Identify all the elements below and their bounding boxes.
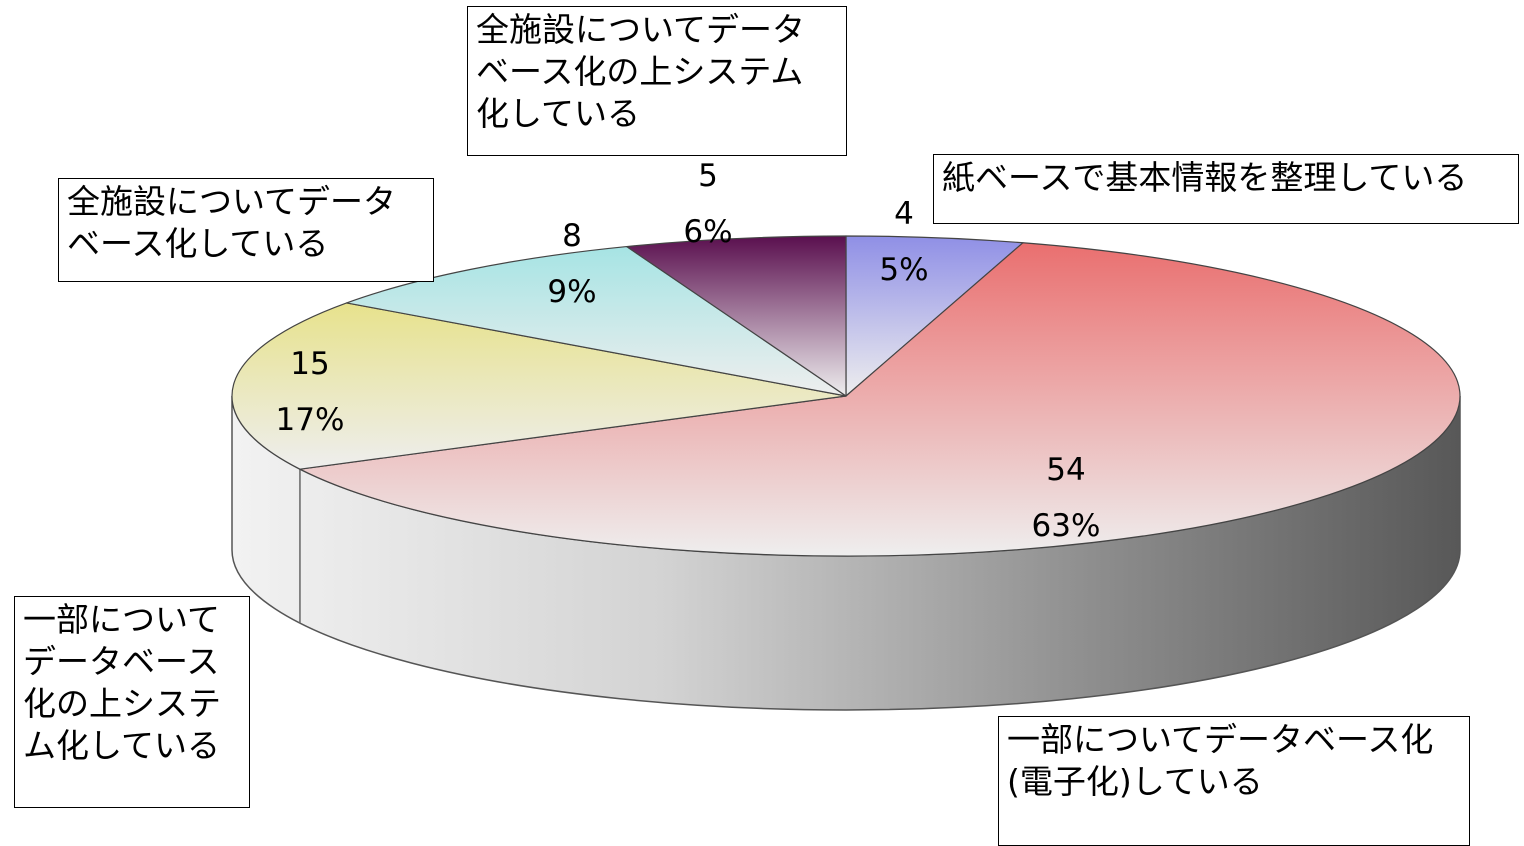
callout-all-database: 全施設についてデータ ベース化している <box>58 178 434 282</box>
slice-label-partial-database: 54 63% <box>1006 452 1126 544</box>
slice-percent-partial-database: 63% <box>1031 508 1101 544</box>
callout-all-system: 全施設についてデータ ベース化の上システム 化している <box>467 6 847 156</box>
callout-partial-system: 一部について データベース 化の上システ ム化している <box>14 596 250 808</box>
pie-slice-all-system <box>626 235 847 397</box>
slice-label-partial-system: 15 17% <box>250 346 370 438</box>
pie-slice-partial-database <box>299 242 1461 557</box>
pie-slice-all-database <box>346 245 847 397</box>
slice-value-all-system: 5 <box>698 158 718 194</box>
callout-paper-based: 紙ベースで基本情報を整理している <box>933 154 1519 224</box>
slice-value-partial-system: 15 <box>290 346 330 382</box>
pie-slice-paper-based <box>845 235 1024 397</box>
pie-slice-partial-system <box>231 302 847 470</box>
slice-label-all-system: 5 6% <box>648 158 768 250</box>
slice-label-paper-based: 4 5% <box>844 196 964 288</box>
slice-value-partial-database: 54 <box>1046 452 1086 488</box>
slice-percent-all-database: 9% <box>547 274 597 310</box>
slice-label-all-database: 8 9% <box>512 218 632 310</box>
slice-value-paper-based: 4 <box>894 196 914 232</box>
callout-partial-database: 一部についてデータベース化 (電子化)している <box>998 716 1470 846</box>
slice-percent-paper-based: 5% <box>879 252 929 288</box>
slice-percent-all-system: 6% <box>683 214 733 250</box>
slice-value-all-database: 8 <box>562 218 582 254</box>
slice-percent-partial-system: 17% <box>275 402 345 438</box>
